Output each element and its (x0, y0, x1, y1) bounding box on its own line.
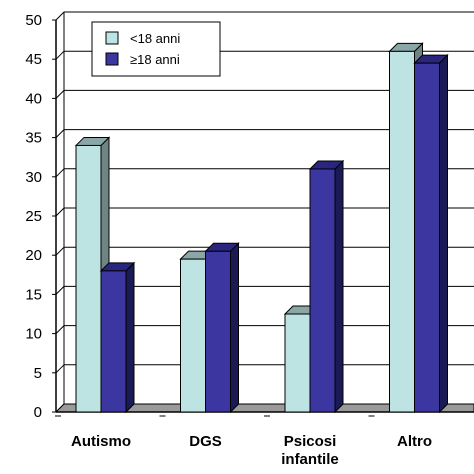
gridline-diagonal (55, 286, 65, 295)
bar (284, 313, 311, 413)
bar-side (125, 261, 135, 414)
y-tick-label: 10 (25, 326, 42, 343)
legend-entry: <18 anni (130, 31, 180, 46)
y-tick-label: 0 (34, 404, 42, 421)
gridline-diagonal (55, 90, 65, 99)
bar (414, 62, 440, 413)
gridline-diagonal (55, 207, 65, 217)
y-tick-label: 15 (25, 286, 42, 303)
gridline-diagonal (55, 364, 65, 374)
x-category-label: Autismo (71, 433, 131, 450)
y-tick-label: 5 (34, 365, 42, 382)
gridline-diagonal (55, 325, 65, 334)
x-category-label: DGS (189, 433, 222, 450)
x-category-label: Altro (397, 433, 432, 450)
y-tick-label: 50 (25, 12, 42, 29)
y-tick-label: 20 (25, 247, 42, 264)
bar (389, 50, 415, 413)
bar (75, 144, 102, 413)
x-category-label: infantile (281, 451, 339, 468)
gridline-diagonal (55, 246, 65, 256)
y-tick-label: 30 (25, 169, 42, 186)
y-tick-label: 25 (25, 208, 42, 225)
bar-side (230, 242, 239, 414)
legend-entry: ≥18 anni (130, 52, 180, 67)
y-tick-label: 45 (25, 51, 42, 68)
gridline-diagonal (55, 129, 65, 138)
gridline-diagonal (55, 168, 65, 178)
bar (205, 250, 231, 413)
y-tick-label: 40 (25, 90, 42, 107)
bar (100, 270, 127, 413)
y-tick-label: 35 (25, 130, 42, 147)
legend-swatch (105, 52, 119, 66)
gridline-diagonal (55, 11, 65, 21)
bar-side (334, 159, 344, 414)
x-category-label: Psicosi (284, 433, 337, 450)
bar-side (439, 53, 448, 414)
bar (180, 258, 206, 413)
bar (309, 168, 336, 413)
legend-swatch (105, 31, 119, 45)
gridline-diagonal (55, 50, 65, 60)
legend-box (91, 21, 221, 77)
